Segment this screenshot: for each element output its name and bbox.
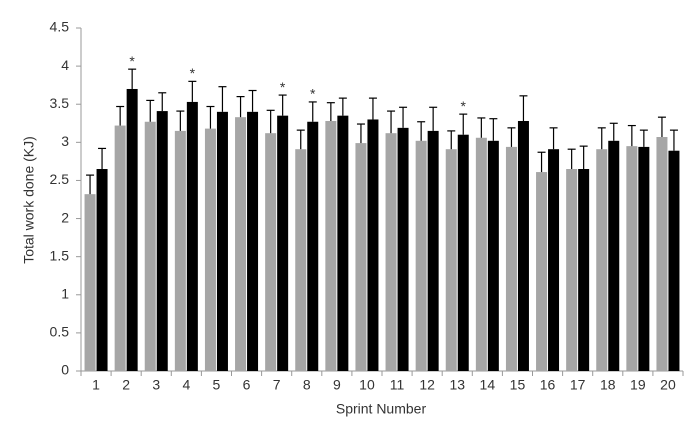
x-tick-label: 4 <box>182 377 190 393</box>
significance-marker: * <box>461 98 467 114</box>
bar <box>475 137 487 371</box>
bar <box>566 169 578 371</box>
bar <box>638 146 650 371</box>
bar <box>505 146 517 371</box>
x-tick-label: 18 <box>600 377 616 393</box>
bar <box>325 120 337 371</box>
y-tick-label: 0 <box>61 362 69 378</box>
significance-marker: * <box>280 79 286 95</box>
bar <box>337 115 349 372</box>
x-tick-label: 17 <box>570 377 586 393</box>
x-tick-label: 8 <box>303 377 311 393</box>
bar <box>265 133 277 371</box>
x-tick-label: 3 <box>152 377 160 393</box>
significance-marker: * <box>190 65 196 81</box>
bar <box>427 130 439 371</box>
x-tick-label: 20 <box>660 377 676 393</box>
bar <box>445 149 457 371</box>
x-tick-label: 7 <box>273 377 281 393</box>
bar <box>656 136 668 371</box>
bar <box>596 149 608 371</box>
significance-marker: * <box>310 86 316 102</box>
x-tick-label: 16 <box>540 377 556 393</box>
y-tick-label: 1.5 <box>50 247 70 263</box>
bar <box>84 194 96 371</box>
bar <box>385 133 397 371</box>
bar <box>156 111 168 372</box>
bar <box>668 150 680 371</box>
y-tick-label: 2.5 <box>50 171 70 187</box>
bar <box>355 143 367 371</box>
x-tick-label: 2 <box>122 377 130 393</box>
x-tick-label: 9 <box>333 377 341 393</box>
y-tick-label: 0.5 <box>50 324 70 340</box>
bar <box>517 120 529 371</box>
y-tick-label: 4.5 <box>50 19 70 35</box>
y-tick-label: 3 <box>61 133 69 149</box>
x-tick-label: 12 <box>419 377 435 393</box>
bar <box>487 140 499 371</box>
bar <box>536 172 548 371</box>
bar <box>397 127 409 372</box>
x-tick-label: 14 <box>480 377 496 393</box>
y-tick-label: 1 <box>61 285 69 301</box>
x-tick-label: 5 <box>213 377 221 393</box>
bar <box>96 169 108 371</box>
x-tick-label: 6 <box>243 377 251 393</box>
x-tick-label: 15 <box>510 377 526 393</box>
y-tick-label: 2 <box>61 209 69 225</box>
bar <box>144 121 156 372</box>
bar <box>457 134 469 371</box>
bar <box>608 140 620 371</box>
bar <box>204 128 216 371</box>
bar <box>216 111 228 371</box>
bar <box>367 119 379 371</box>
bar <box>174 130 186 371</box>
bar <box>277 115 289 372</box>
bar <box>415 140 427 371</box>
bar <box>548 149 560 371</box>
bar <box>186 101 198 372</box>
x-tick-label: 1 <box>92 377 100 393</box>
bar <box>307 121 319 372</box>
y-tick-label: 4 <box>61 57 69 73</box>
y-tick-label: 3.5 <box>50 95 70 111</box>
bar <box>114 125 126 371</box>
x-tick-label: 19 <box>630 377 646 393</box>
y-axis-title: Total work done (KJ) <box>21 136 37 264</box>
bar <box>247 111 259 371</box>
x-tick-label: 10 <box>359 377 375 393</box>
bar <box>578 169 590 371</box>
bar <box>626 146 638 371</box>
x-tick-label: 13 <box>449 377 465 393</box>
bar <box>126 88 138 371</box>
x-tick-label: 11 <box>390 377 405 393</box>
bar <box>235 117 247 372</box>
bar <box>295 149 307 371</box>
significance-marker: * <box>129 53 135 69</box>
x-axis-title: Sprint Number <box>336 401 427 417</box>
